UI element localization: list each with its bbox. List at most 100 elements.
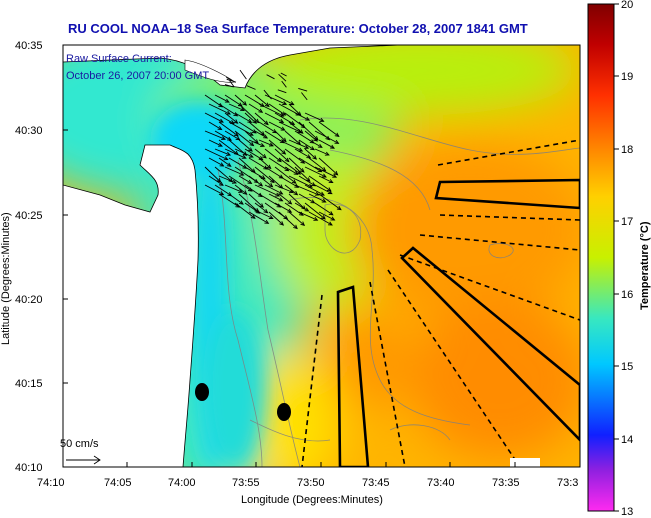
colorbar-tick-label: 16 bbox=[621, 289, 633, 301]
current-vector bbox=[204, 112, 224, 123]
current-vector bbox=[228, 193, 244, 205]
current-vector-head bbox=[219, 162, 225, 167]
current-vector bbox=[214, 184, 232, 197]
current-vector bbox=[274, 148, 290, 162]
current-vector-head bbox=[328, 211, 334, 216]
current-vector bbox=[298, 139, 315, 151]
current-vector bbox=[229, 80, 235, 88]
x-tick-labels: 74:10 74:05 74:00 73:55 73:50 73:45 73:4… bbox=[37, 477, 578, 489]
current-vector-head bbox=[319, 117, 325, 122]
current-vector-head bbox=[260, 142, 266, 148]
current-vector-head bbox=[287, 208, 293, 213]
current-vector bbox=[248, 121, 265, 136]
current-vector bbox=[274, 112, 295, 125]
current-vector bbox=[246, 85, 256, 90]
current-vector bbox=[281, 80, 287, 88]
current-vector bbox=[218, 139, 239, 155]
x-tick-label: 73:35 bbox=[492, 477, 520, 489]
current-vector bbox=[274, 166, 297, 184]
current-vector-head bbox=[248, 153, 254, 158]
current-vector-head bbox=[266, 164, 272, 170]
current-vector-head bbox=[264, 102, 270, 108]
colorbar-tick-label: 18 bbox=[621, 144, 633, 156]
current-vector-head bbox=[249, 141, 255, 147]
current-vector-head bbox=[219, 191, 225, 196]
current-vector bbox=[208, 103, 231, 115]
current-vector bbox=[214, 148, 231, 156]
current-vector-head bbox=[294, 183, 300, 188]
current-vector bbox=[214, 166, 233, 183]
colorbar-tick-label: 13 bbox=[621, 506, 633, 518]
current-vector-head bbox=[223, 156, 229, 161]
colorbar-tick-label: 14 bbox=[621, 434, 633, 446]
current-vector bbox=[298, 157, 322, 173]
current-vector-head bbox=[218, 118, 224, 123]
current-vector-head bbox=[311, 182, 316, 187]
current-vector bbox=[308, 175, 332, 192]
current-vector-head bbox=[242, 190, 248, 195]
colorbar-tick-labels: 20 19 18 17 16 15 14 13 bbox=[621, 0, 633, 518]
current-vector bbox=[248, 139, 265, 147]
current-vector-head bbox=[317, 143, 323, 148]
current-vector bbox=[263, 89, 272, 100]
current-vector bbox=[288, 103, 302, 116]
current-vector bbox=[314, 166, 337, 178]
current-vector bbox=[288, 121, 304, 134]
current-vector bbox=[294, 202, 309, 212]
current-vector bbox=[214, 112, 235, 124]
current-vector bbox=[254, 166, 275, 183]
current-vector-head bbox=[221, 136, 227, 141]
current-vector bbox=[304, 148, 317, 160]
current-vector-head bbox=[330, 144, 336, 149]
current-vector-head bbox=[263, 120, 269, 126]
current-vector-head bbox=[281, 111, 287, 116]
current-vector-head bbox=[218, 142, 223, 147]
current-vector bbox=[226, 78, 237, 83]
current-vector-head bbox=[247, 118, 253, 123]
colorbar-tick-label: 19 bbox=[621, 71, 633, 83]
current-vector bbox=[268, 211, 284, 226]
current-vector bbox=[298, 193, 315, 204]
current-vector bbox=[304, 130, 318, 142]
colorbar-tick-label: 17 bbox=[621, 216, 633, 228]
current-vector bbox=[278, 121, 302, 133]
current-vector bbox=[258, 139, 274, 147]
current-vector bbox=[278, 139, 303, 152]
current-vector bbox=[224, 184, 243, 193]
current-vector bbox=[234, 148, 254, 158]
surface-current-vectors bbox=[204, 69, 342, 230]
current-vector-head bbox=[304, 144, 310, 149]
x-tick-label: 73:45 bbox=[362, 477, 390, 489]
ship-tracks bbox=[301, 139, 580, 467]
x-tick-label: 73:3 bbox=[557, 477, 578, 489]
current-vector-head bbox=[293, 224, 298, 230]
scale-arrow-head bbox=[93, 455, 101, 465]
colorbar bbox=[587, 3, 615, 512]
current-vector-head bbox=[291, 179, 297, 184]
current-vector bbox=[234, 184, 247, 195]
current-vector bbox=[248, 157, 268, 170]
current-vector-head bbox=[333, 170, 339, 176]
nodata-patch bbox=[510, 458, 540, 467]
scale-label: 50 cm/s bbox=[60, 438, 99, 450]
x-tick-label: 74:00 bbox=[168, 477, 196, 489]
figure-title: RU COOL NOAA–18 Sea Surface Temperature:… bbox=[68, 21, 528, 36]
current-vector-head bbox=[327, 221, 333, 226]
marker-ellipse bbox=[277, 403, 291, 421]
current-vector-head bbox=[237, 102, 243, 107]
axis-tick-marks bbox=[62, 44, 516, 468]
current-vector-head bbox=[296, 170, 302, 175]
annotation-time: October 26, 2007 20:00 GMT bbox=[66, 70, 209, 82]
survey-boxes bbox=[336, 178, 580, 467]
current-vector bbox=[288, 193, 306, 210]
current-vector-head bbox=[259, 203, 264, 208]
current-vector bbox=[224, 112, 238, 124]
current-vector bbox=[314, 148, 330, 156]
current-vector-head bbox=[255, 209, 261, 214]
current-vector-head bbox=[263, 134, 269, 139]
current-vector bbox=[254, 184, 280, 197]
current-vector-head bbox=[322, 173, 327, 178]
current-vector-head bbox=[298, 129, 304, 134]
current-vector-head bbox=[282, 137, 287, 143]
current-vector-head bbox=[284, 157, 290, 163]
